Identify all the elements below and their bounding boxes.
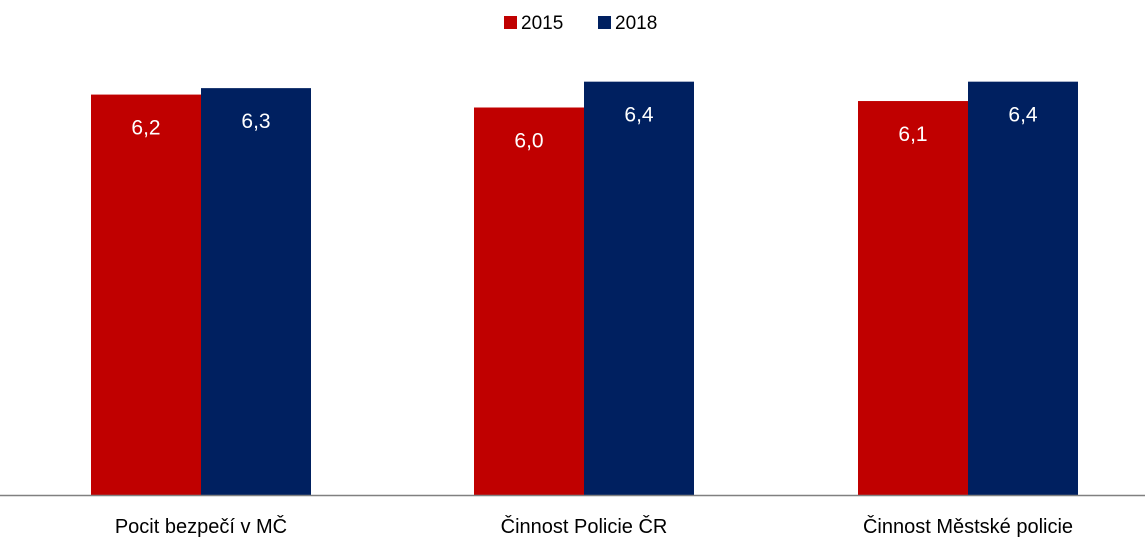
legend-swatch-2015 <box>504 16 517 29</box>
chart-legend: 2015 2018 <box>504 13 657 34</box>
bar-2018-cat1 <box>201 88 311 495</box>
data-labels-group: 6,2 6,0 6,1 6,3 6,4 6,4 <box>131 104 1038 153</box>
bar-2015-cat2 <box>474 107 584 495</box>
legend-label-2015: 2015 <box>521 13 563 34</box>
bar-2015-cat1 <box>91 94 201 495</box>
bars-group <box>91 81 1078 496</box>
bar-2018-cat3 <box>968 81 1078 496</box>
data-label-2015-cat2: 6,0 <box>514 130 543 153</box>
category-label-2: Činnost Policie ČR <box>501 515 668 538</box>
data-label-2015-cat1: 6,2 <box>131 117 160 140</box>
category-label-3: Činnost Městské policie <box>863 515 1073 538</box>
legend-swatch-2018 <box>598 16 611 29</box>
bar-2018-cat2 <box>584 81 694 496</box>
data-label-2018-cat1: 6,3 <box>241 110 270 133</box>
legend-label-2018: 2018 <box>615 13 657 34</box>
data-label-2015-cat3: 6,1 <box>898 123 927 146</box>
data-label-2018-cat2: 6,4 <box>624 104 654 127</box>
category-label-1: Pocit bezpečí v MČ <box>115 515 287 538</box>
category-labels-group: Pocit bezpečí v MČ Činnost Policie ČR Činn… <box>115 515 1073 538</box>
bar-2015-cat3 <box>858 101 968 496</box>
data-label-2018-cat3: 6,4 <box>1008 104 1038 127</box>
